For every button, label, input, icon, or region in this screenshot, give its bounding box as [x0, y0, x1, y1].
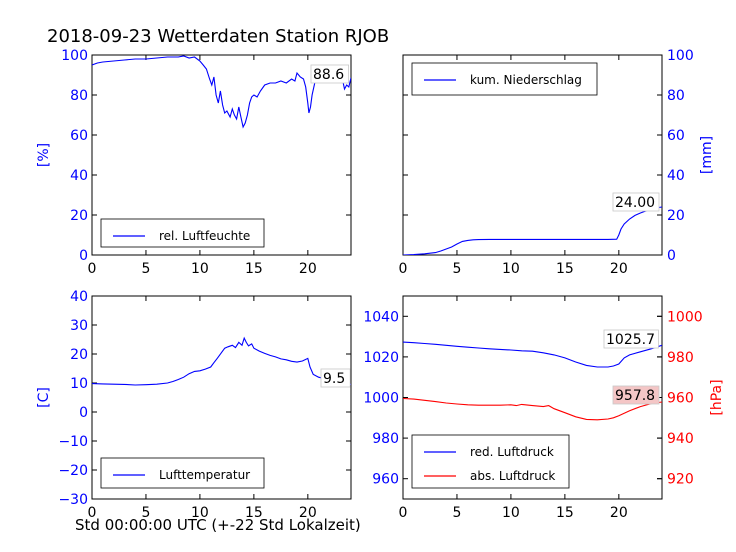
precip-last-value: 24.00	[615, 195, 655, 211]
precip-xtick-label: 15	[556, 261, 574, 277]
precipitation-panel: 0 5 10 15 20 0 20 40 60 80 100 [mm] 24.00 kum. Nieder…	[399, 48, 715, 277]
temperature-ytick-label: 30	[70, 318, 88, 334]
humidity-ytick-label: 40	[70, 168, 88, 184]
humidity-ytick-label: 0	[79, 248, 88, 264]
temperature-panel: 0 5 10 15 20 −30 −20 −10 0 10 20 30 40 [C] 9.5 Lufttemp…	[36, 289, 352, 521]
precip-ytick-label: 20	[667, 208, 685, 224]
humidity-frame	[91, 54, 352, 256]
temperature-frame	[91, 295, 352, 500]
temperature-xtick-label: 0	[88, 505, 97, 521]
precip-ytick-label: 60	[667, 128, 685, 144]
pressure-abs-last-value: 957.8	[615, 388, 655, 404]
temperature-last-value: 9.5	[323, 371, 345, 387]
pressure-xtick-label: 10	[502, 505, 520, 521]
humidity-legend	[100, 218, 265, 248]
pressure-ytick-right-label: 960	[667, 391, 694, 407]
pressure-ytick-label: 980	[372, 431, 399, 447]
pressure-series-line-1	[403, 397, 662, 421]
temperature-ytick-label: 0	[79, 405, 88, 421]
temperature-ytick-label: 20	[70, 347, 88, 363]
pressure-xtick-label: 5	[452, 505, 461, 521]
precip-legend	[411, 62, 598, 96]
temperature-ylabel: [C]	[36, 387, 52, 408]
precip-xtick-label: 0	[399, 261, 408, 277]
humidity-xtick-label: 15	[245, 261, 263, 277]
precip-frame	[402, 54, 663, 256]
temperature-series-line-0	[92, 336, 351, 386]
humidity-last-value: 88.6	[313, 67, 344, 83]
precip-ytick-label: 100	[667, 48, 694, 64]
precip-xtick-label: 20	[610, 261, 628, 277]
precip-xtick-label: 5	[452, 261, 461, 277]
pressure-ytick-label: 1040	[363, 309, 399, 325]
humidity-ytick-label: 20	[70, 208, 88, 224]
temperature-ytick-label: 10	[70, 376, 88, 392]
figure-xlabel: Std 00:00:00 UTC (+-22 Std Lokalzeit)	[75, 516, 361, 534]
pressure-ytick-right-label: 920	[667, 472, 694, 488]
pressure-ytick-label: 1020	[363, 350, 399, 366]
humidity-ylabel: [%]	[36, 143, 52, 167]
humidity-ytick-label: 100	[61, 48, 88, 64]
pressure-legend-label: red. Luftdruck	[470, 445, 554, 459]
temperature-xtick-label: 5	[141, 505, 150, 521]
temperature-xtick-label: 10	[191, 505, 209, 521]
temperature-xtick-label: 15	[245, 505, 263, 521]
humidity-last-value-box	[310, 64, 349, 84]
precip-ytick-label: 40	[667, 168, 685, 184]
humidity-xtick-label: 20	[299, 261, 317, 277]
temperature-legend	[100, 457, 265, 489]
precip-series-line-0	[403, 206, 662, 255]
humidity-legend-label: rel. Luftfeuchte	[159, 229, 250, 243]
pressure-ylabel-right: [hPa]	[709, 379, 725, 415]
pressure-ytick-right-label: 980	[667, 350, 694, 366]
temperature-ytick-label: −20	[58, 463, 88, 479]
pressure-panel: 0 5 10 15 20 960 980 1000 1020 1040 920 940 960 980 10…	[363, 295, 725, 521]
humidity-ytick-label: 80	[70, 88, 88, 104]
precip-ytick-label: 0	[667, 248, 676, 264]
humidity-xtick-label: 5	[141, 261, 150, 277]
humidity-xtick-label: 0	[88, 261, 97, 277]
temperature-legend-label: Lufttemperatur	[159, 468, 250, 482]
temperature-ytick-label: −30	[58, 492, 88, 508]
humidity-ytick-label: 60	[70, 128, 88, 144]
pressure-ytick-label: 960	[372, 472, 399, 488]
pressure-legend-label: abs. Luftdruck	[470, 469, 555, 483]
precip-ytick-label: 80	[667, 88, 685, 104]
pressure-xtick-label: 20	[610, 505, 628, 521]
pressure-xtick-label: 0	[399, 505, 408, 521]
pressure-ytick-right-label: 1000	[667, 309, 703, 325]
precip-xtick-label: 10	[502, 261, 520, 277]
temperature-ytick-label: −10	[58, 434, 88, 450]
humidity-xtick-label: 10	[191, 261, 209, 277]
temperature-last-value-box	[320, 368, 351, 388]
precip-legend-label: kum. Niederschlag	[470, 73, 582, 87]
pressure-red-last-value-box	[603, 329, 659, 349]
pressure-red-last-value: 1025.7	[606, 332, 655, 348]
precip-ylabel: [mm]	[699, 136, 715, 174]
temperature-ytick-label: 40	[70, 289, 88, 305]
humidity-panel: 0 5 10 15 20 0 20 40 60 80 100 [%] 88.6 rel. Luftfeuc…	[36, 48, 352, 277]
pressure-ytick-label: 1000	[363, 391, 399, 407]
pressure-series-line-0	[403, 341, 662, 368]
precip-last-value-box	[612, 192, 660, 212]
pressure-ytick-right-label: 940	[667, 431, 694, 447]
figure-title: 2018-09-23 Wetterdaten Station RJOB	[47, 26, 390, 47]
temperature-xtick-label: 20	[299, 505, 317, 521]
pressure-xtick-label: 15	[556, 505, 574, 521]
pressure-legend	[411, 434, 570, 489]
pressure-abs-last-value-box	[612, 385, 660, 405]
